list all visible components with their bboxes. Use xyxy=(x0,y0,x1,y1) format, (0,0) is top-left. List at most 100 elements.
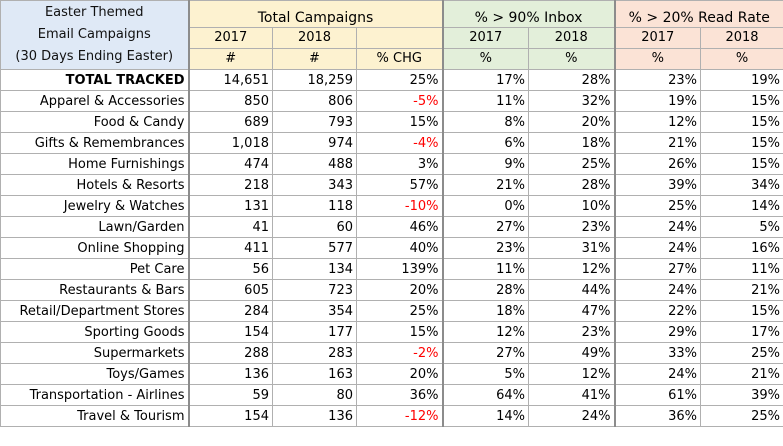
read-rate-2017: 21% xyxy=(613,132,701,154)
inbox-2018: 18% xyxy=(528,132,615,154)
campaigns-2018: 343 xyxy=(272,174,357,196)
read-rate-2018: 19% xyxy=(699,69,783,91)
read-rate-2018: 21% xyxy=(699,279,783,301)
campaigns-2018: 177 xyxy=(272,321,357,343)
campaigns-2017: 154 xyxy=(187,405,273,427)
inbox-2017: 28% xyxy=(441,279,529,301)
inbox-2017: 0% xyxy=(441,195,529,217)
group-read-rate: % > 20% Read Rate xyxy=(613,0,783,28)
inbox-2017: 21% xyxy=(441,174,529,196)
table-row: Jewelry & Watches 131 118 -10% 0% 10% 25% 14% xyxy=(0,195,783,217)
unit-total-chg: % CHG xyxy=(356,48,443,70)
inbox-2018: 47% xyxy=(528,300,615,322)
inbox-2017: 18% xyxy=(441,300,529,322)
campaigns-pct-change: 15% xyxy=(356,111,443,133)
read-rate-2018: 5% xyxy=(699,216,783,238)
campaigns-2017: 218 xyxy=(187,174,273,196)
inbox-2017: 11% xyxy=(441,90,529,112)
row-label: Food & Candy xyxy=(0,111,189,133)
campaigns-2018: 134 xyxy=(272,258,357,280)
group-inbox: % > 90% Inbox xyxy=(441,0,615,28)
table-row: Home Furnishings 474 488 3% 9% 25% 26% 15% xyxy=(0,153,783,175)
inbox-2018: 44% xyxy=(528,279,615,301)
inbox-2018: 23% xyxy=(528,321,615,343)
year-read-2018: 2018 xyxy=(699,27,783,49)
year-inbox-2017: 2017 xyxy=(441,27,529,49)
row-label: Restaurants & Bars xyxy=(0,279,189,301)
table-row: Travel & Tourism 154 136 -12% 14% 24% 36% 25% xyxy=(0,405,783,427)
campaigns-pct-change: -4% xyxy=(356,132,443,154)
row-label: Hotels & Resorts xyxy=(0,174,189,196)
campaigns-pct-change: -12% xyxy=(356,405,443,427)
read-rate-2017: 27% xyxy=(613,258,701,280)
campaigns-2017: 850 xyxy=(187,90,273,112)
campaigns-pct-change: 15% xyxy=(356,321,443,343)
inbox-2018: 10% xyxy=(528,195,615,217)
read-rate-2017: 24% xyxy=(613,279,701,301)
inbox-2017: 12% xyxy=(441,321,529,343)
year-inbox-2018: 2018 xyxy=(528,27,615,49)
read-rate-2017: 24% xyxy=(613,237,701,259)
campaigns-pct-change: -5% xyxy=(356,90,443,112)
year-total-2018: 2018 xyxy=(272,27,357,49)
campaigns-2017: 284 xyxy=(187,300,273,322)
campaigns-2017: 136 xyxy=(187,363,273,385)
row-label: Toys/Games xyxy=(0,363,189,385)
read-rate-2018: 14% xyxy=(699,195,783,217)
table-row: Transportation - Airlines 59 80 36% 64% 41% 61… xyxy=(0,384,783,406)
read-rate-2017: 12% xyxy=(613,111,701,133)
read-rate-2018: 15% xyxy=(699,153,783,175)
campaigns-2017: 56 xyxy=(187,258,273,280)
row-label: Home Furnishings xyxy=(0,153,189,175)
campaigns-pct-change: 139% xyxy=(356,258,443,280)
unit-inbox-2017: % xyxy=(441,48,529,70)
read-rate-2017: 24% xyxy=(613,216,701,238)
table-row: Food & Candy 689 793 15% 8% 20% 12% 15% xyxy=(0,111,783,133)
read-rate-2017: 29% xyxy=(613,321,701,343)
read-rate-2017: 61% xyxy=(613,384,701,406)
table-row: Retail/Department Stores 284 354 25% 18% 47% 2… xyxy=(0,300,783,322)
campaigns-2018: 80 xyxy=(272,384,357,406)
inbox-2018: 25% xyxy=(528,153,615,175)
read-rate-2018: 11% xyxy=(699,258,783,280)
table-row: Hotels & Resorts 218 343 57% 21% 28% 39% 34% xyxy=(0,174,783,196)
campaigns-2018: 118 xyxy=(272,195,357,217)
campaigns-2018: 163 xyxy=(272,363,357,385)
campaigns-pct-change: 3% xyxy=(356,153,443,175)
read-rate-2017: 26% xyxy=(613,153,701,175)
campaigns-2018: 60 xyxy=(272,216,357,238)
unit-total-2017: # xyxy=(187,48,273,70)
campaigns-2017: 474 xyxy=(187,153,273,175)
row-label: Supermarkets xyxy=(0,342,189,364)
unit-read-2017: % xyxy=(613,48,701,70)
total-row: TOTAL TRACKED 14,651 18,259 25% 17% 28% 23% 19% xyxy=(0,69,783,91)
read-rate-2017: 36% xyxy=(613,405,701,427)
campaigns-pct-change: 36% xyxy=(356,384,443,406)
campaigns-pct-change: 20% xyxy=(356,363,443,385)
inbox-2017: 23% xyxy=(441,237,529,259)
inbox-2017: 64% xyxy=(441,384,529,406)
campaigns-2018: 488 xyxy=(272,153,357,175)
campaigns-2018: 974 xyxy=(272,132,357,154)
unit-total-2018: # xyxy=(272,48,357,70)
read-rate-2018: 16% xyxy=(699,237,783,259)
campaigns-2018: 723 xyxy=(272,279,357,301)
campaigns-2017: 689 xyxy=(187,111,273,133)
campaigns-2018: 793 xyxy=(272,111,357,133)
year-total-2017: 2017 xyxy=(187,27,273,49)
easter-campaigns-table: Easter Themed Email Campaigns (30 Days E… xyxy=(0,0,783,427)
campaigns-2017: 131 xyxy=(187,195,273,217)
campaigns-2017: 605 xyxy=(187,279,273,301)
title-line-2: Email Campaigns xyxy=(37,27,151,42)
table-row: Gifts & Remembrances 1,018 974 -4% 6% 18% 21% 1… xyxy=(0,132,783,154)
read-rate-2018: 34% xyxy=(699,174,783,196)
campaigns-2018: 806 xyxy=(272,90,357,112)
campaigns-2017: 14,651 xyxy=(187,69,273,91)
table-row: Restaurants & Bars 605 723 20% 28% 44% 24% 21% xyxy=(0,279,783,301)
row-label: Online Shopping xyxy=(0,237,189,259)
campaigns-pct-change: 25% xyxy=(356,69,443,91)
campaigns-pct-change: -10% xyxy=(356,195,443,217)
table-row: Pet Care 56 134 139% 11% 12% 27% 11% xyxy=(0,258,783,280)
campaigns-2017: 59 xyxy=(187,384,273,406)
table-row: Online Shopping 411 577 40% 23% 31% 24% 16% xyxy=(0,237,783,259)
